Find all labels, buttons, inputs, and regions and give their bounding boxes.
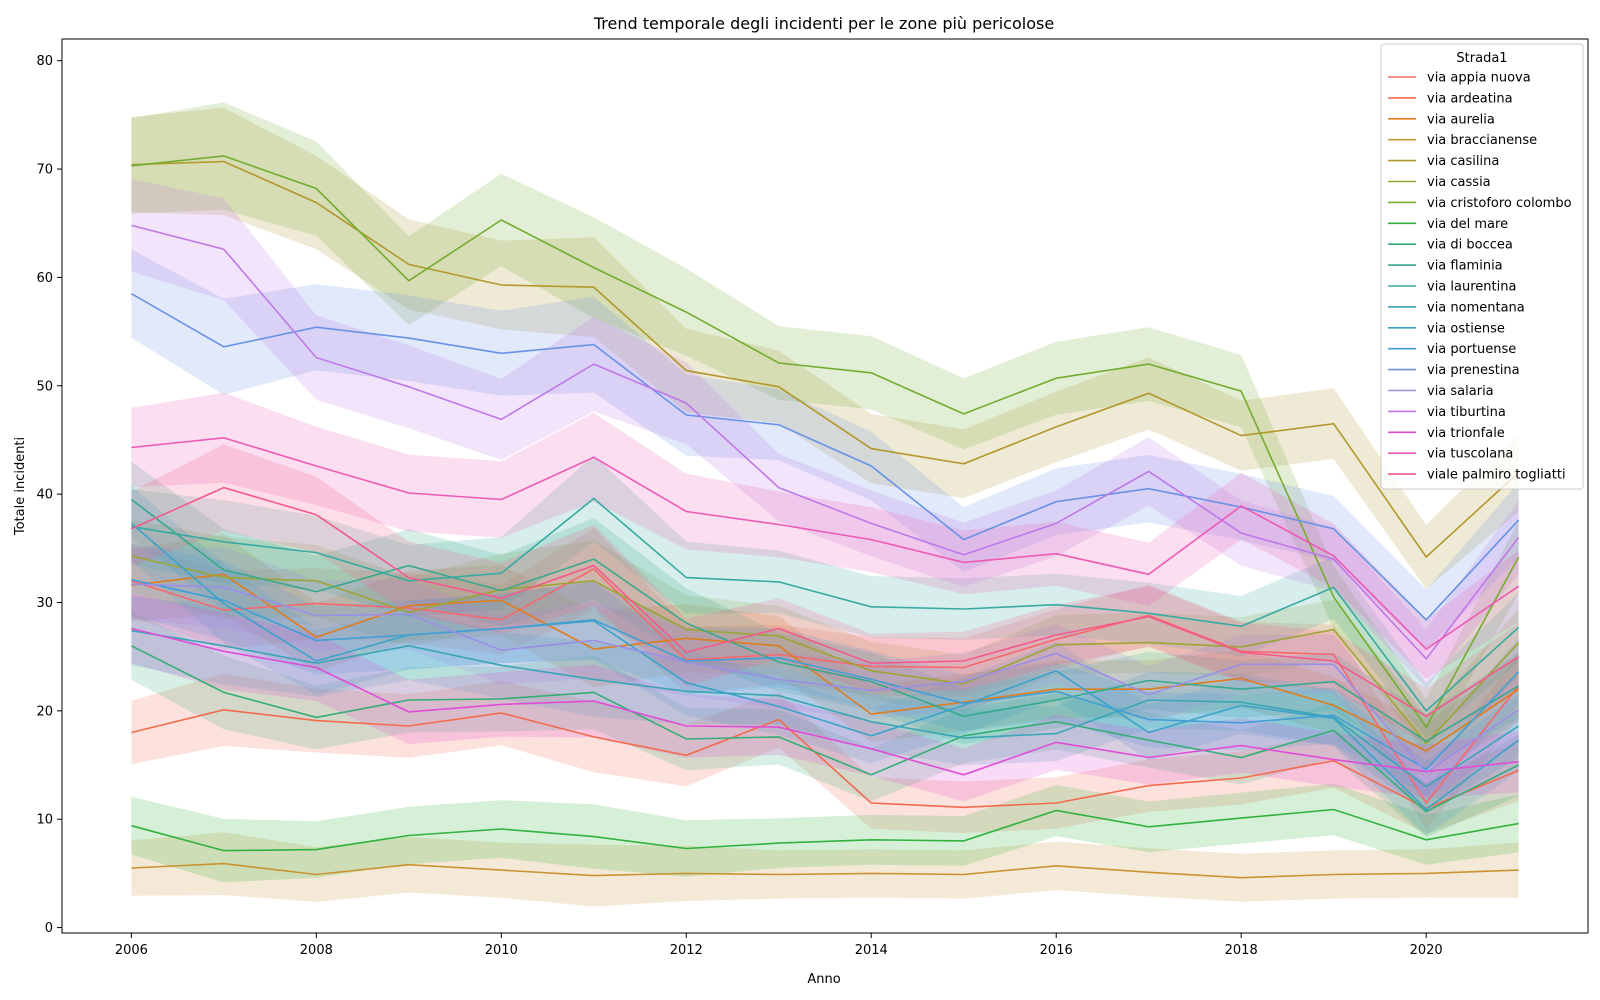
y-tick-label: 80 — [36, 54, 53, 69]
legend-item-label: via salaria — [1427, 384, 1494, 399]
y-tick-label: 0 — [45, 921, 53, 936]
band-17 — [131, 593, 1519, 802]
series-line-1 — [131, 708, 1519, 810]
legend-item-label: via ardeatina — [1427, 91, 1513, 106]
series-line-15 — [131, 583, 1520, 774]
legend-item-label: via portuense — [1427, 342, 1516, 357]
y-tick-label: 10 — [36, 813, 53, 828]
series-line-5 — [131, 555, 1520, 745]
series-line-10 — [131, 497, 1520, 713]
legend-item-label: via trionfale — [1427, 426, 1505, 441]
band-6 — [131, 102, 1519, 755]
x-tick-label: 2012 — [670, 943, 703, 958]
y-tick-label: 30 — [36, 596, 53, 611]
band-1 — [131, 673, 1519, 835]
band-13 — [131, 543, 1519, 797]
legend-item-label: viale palmiro togliatti — [1427, 468, 1566, 483]
legend-item-label: via aurelia — [1427, 112, 1495, 127]
legend-item-label: via casilina — [1427, 154, 1499, 169]
series-line-12 — [130, 522, 1520, 811]
legend-box — [1380, 43, 1584, 490]
band-15 — [131, 547, 1519, 800]
band-16 — [131, 179, 1519, 689]
series-line-18 — [131, 436, 1520, 651]
series-line-19 — [131, 486, 1520, 718]
legend-item-label: via appia nuova — [1427, 71, 1531, 86]
x-tick-label: 2016 — [1040, 943, 1073, 958]
legend-item-label: via laurentina — [1427, 280, 1516, 295]
legend-item-label: via prenestina — [1427, 363, 1520, 378]
series-line-9 — [130, 498, 1520, 743]
legend-item-label: via del mare — [1427, 217, 1508, 232]
x-tick-label: 2006 — [115, 943, 148, 958]
x-tick-label: 2014 — [855, 943, 888, 958]
y-tick-label: 40 — [36, 488, 53, 503]
series-line-17 — [131, 627, 1519, 776]
y-axis-label: Totale incidenti — [13, 437, 28, 536]
series-line-0 — [131, 567, 1520, 805]
chart-title: Trend temporale degli incidenti per le z… — [593, 14, 1054, 33]
band-10 — [131, 455, 1519, 739]
legend-item-label: via flaminia — [1427, 259, 1503, 274]
legend-title: Strada1 — [1456, 51, 1507, 66]
series-line-8 — [131, 645, 1519, 813]
band-11 — [131, 596, 1519, 813]
x-tick-label: 2010 — [485, 943, 518, 958]
legend-item-label: via nomentana — [1427, 300, 1525, 315]
y-tick-label: 20 — [36, 704, 53, 719]
series-lines — [130, 155, 1520, 879]
y-tick-label: 60 — [36, 271, 53, 286]
band-18 — [131, 392, 1519, 679]
band-9 — [131, 461, 1519, 769]
series-line-11 — [131, 629, 1520, 788]
legend-item-label: via di boccea — [1427, 238, 1513, 253]
legend-item-label: via tuscolana — [1427, 447, 1513, 462]
confidence-bands — [131, 102, 1519, 907]
y-tick-label: 70 — [36, 163, 53, 178]
legend: Strada1 via appia nuova via ardeatina via … — [1380, 43, 1584, 490]
band-19 — [131, 444, 1519, 745]
legend-item-label: via tiburtina — [1427, 405, 1506, 420]
band-4 — [131, 107, 1519, 590]
series-line-2 — [131, 573, 1520, 752]
band-7 — [131, 783, 1519, 883]
plot-frame — [61, 38, 1589, 934]
legend-item-label: via cassia — [1427, 175, 1491, 190]
x-axis-label: Anno — [807, 972, 840, 987]
y-axis: 0 10 20 30 40 50 60 70 80 — [36, 54, 62, 936]
y-tick-label: 50 — [36, 379, 53, 394]
band-12 — [131, 485, 1519, 836]
legend-item-label: via braccianense — [1427, 133, 1537, 148]
band-3 — [131, 832, 1519, 907]
series-line-3 — [131, 862, 1519, 879]
x-tick-label: 2018 — [1225, 943, 1258, 958]
legend-item-label: via ostiense — [1427, 321, 1505, 336]
series-line-7 — [131, 808, 1519, 852]
series-line-16 — [131, 224, 1520, 661]
series-line-13 — [131, 578, 1520, 771]
series-line-14 — [131, 293, 1520, 621]
x-tick-label: 2020 — [1410, 943, 1443, 958]
band-8 — [131, 611, 1519, 838]
x-tick-label: 2008 — [300, 943, 333, 958]
x-axis: 2006 2008 2010 2012 2014 2016 2018 2020 — [115, 933, 1443, 958]
legend-item-label: via cristoforo colombo — [1427, 196, 1572, 211]
series-line-6 — [131, 155, 1520, 729]
band-0 — [131, 528, 1519, 829]
